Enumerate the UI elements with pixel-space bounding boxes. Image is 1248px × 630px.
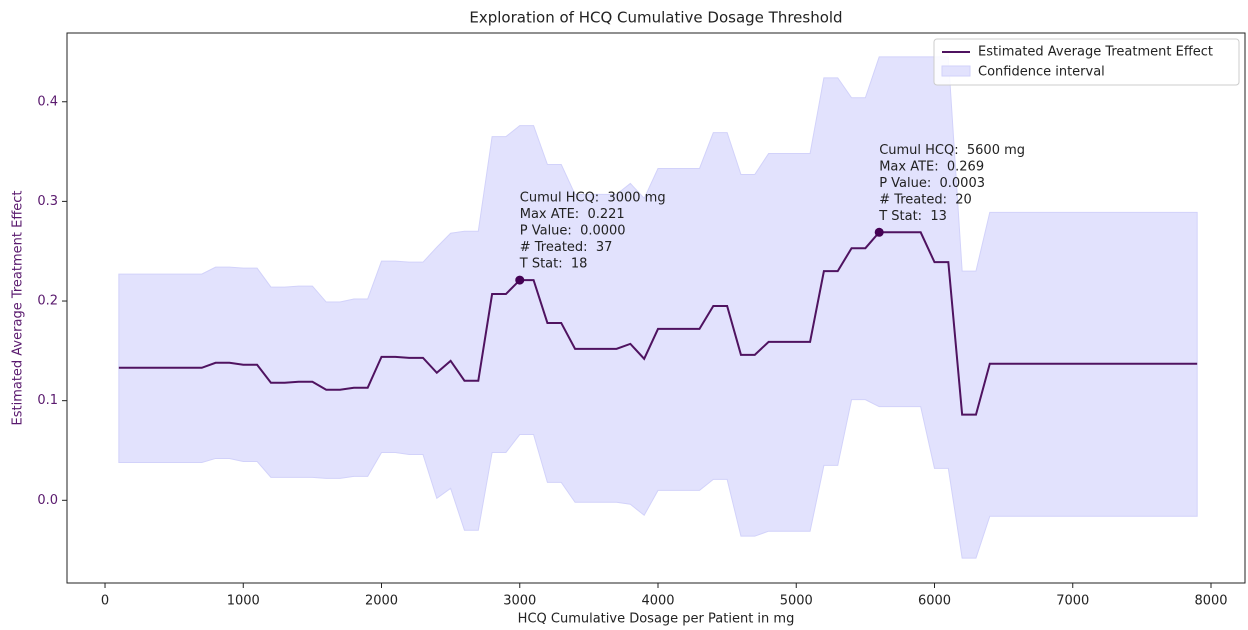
y-axis-label: Estimated Average Treatment Effect xyxy=(11,190,26,425)
annotation-text: P Value: 0.0000 xyxy=(520,224,626,239)
legend-patch xyxy=(941,65,971,77)
annotation-text: # Treated: 20 xyxy=(879,192,972,207)
line xyxy=(118,231,1198,416)
annotation-text: Cumul HCQ: 5600 mg xyxy=(879,143,1025,158)
annotation-text: # Treated: 37 xyxy=(520,240,613,255)
x-tick-label: 6000 xyxy=(918,594,951,609)
x-axis-label: HCQ Cumulative Dosage per Patient in mg xyxy=(518,612,795,627)
annotation-point xyxy=(874,227,884,237)
x-tick-label: 0 xyxy=(101,594,109,609)
x-tick-label: 5000 xyxy=(780,594,813,609)
legend-label: Estimated Average Treatment Effect xyxy=(978,45,1213,60)
annotation-point xyxy=(515,275,525,285)
x-tick-label: 4000 xyxy=(641,594,674,609)
confidence-band xyxy=(118,56,1198,559)
x-tick-label: 2000 xyxy=(365,594,398,609)
annotation-text: P Value: 0.0003 xyxy=(879,176,985,191)
plot-frame xyxy=(66,32,1246,584)
y-tick-label: 0.2 xyxy=(37,294,58,309)
chart-title: Exploration of HCQ Cumulative Dosage Thr… xyxy=(469,9,842,27)
legend-label: Confidence interval xyxy=(978,65,1105,80)
y-tick-label: 0.1 xyxy=(37,393,58,408)
y-tick-label: 0.0 xyxy=(37,493,58,508)
annotation-text: Cumul HCQ: 3000 mg xyxy=(520,191,666,206)
y-tick-label: 0.4 xyxy=(37,94,58,109)
x-tick-label: 7000 xyxy=(1056,594,1089,609)
annotation-text: T Stat: 13 xyxy=(878,209,947,224)
x-tick-label: 3000 xyxy=(503,594,536,609)
legend-box xyxy=(933,38,1240,86)
annotation-text: T Stat: 18 xyxy=(519,257,588,272)
x-tick-label: 1000 xyxy=(227,594,260,609)
x-tick-label: 8000 xyxy=(1194,594,1227,609)
annotation-text: Max ATE: 0.221 xyxy=(520,207,625,222)
annotation-text: Max ATE: 0.269 xyxy=(879,159,984,174)
y-tick-label: 0.3 xyxy=(37,194,58,209)
